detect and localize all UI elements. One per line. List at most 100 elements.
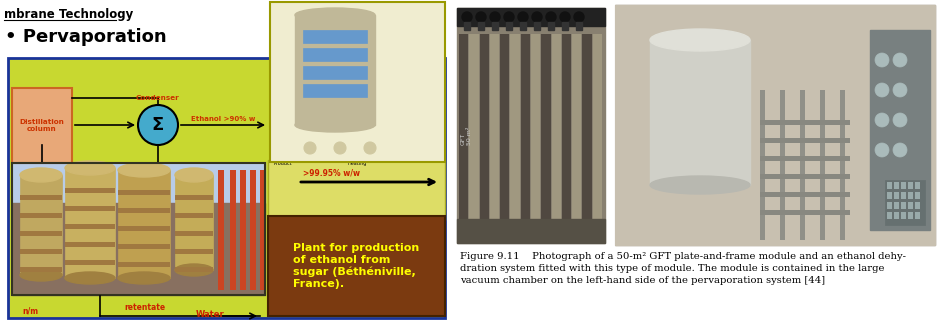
Circle shape (875, 83, 889, 97)
Bar (908, 202, 913, 209)
Circle shape (875, 53, 889, 67)
Bar (572, 34, 581, 219)
Text: n/m: n/m (22, 306, 38, 315)
Bar (870, 30, 930, 230)
Bar (65, 260, 115, 265)
Bar (820, 90, 825, 240)
Bar (840, 90, 845, 240)
Ellipse shape (20, 269, 62, 281)
Bar (464, 22, 470, 30)
Text: Vacuum
Vessel: Vacuum Vessel (422, 59, 443, 71)
Text: • Pervaporation: • Pervaporation (5, 28, 166, 46)
Bar (240, 170, 246, 290)
Bar (780, 90, 785, 240)
Ellipse shape (295, 118, 375, 132)
Bar (118, 208, 170, 213)
Text: Feed: Feed (274, 62, 286, 68)
Bar (562, 34, 571, 219)
Circle shape (334, 142, 346, 154)
Bar (303, 30, 367, 43)
Bar (303, 84, 367, 97)
Bar (175, 267, 213, 272)
Bar (268, 216, 445, 316)
Ellipse shape (65, 161, 115, 175)
Bar (12, 203, 265, 295)
Bar (908, 192, 913, 199)
Bar (20, 175, 62, 275)
Ellipse shape (118, 272, 170, 284)
Bar (908, 212, 913, 219)
Bar (250, 170, 256, 290)
Circle shape (304, 142, 316, 154)
Bar (459, 34, 469, 219)
Text: GFT
50 m²: GFT 50 m² (461, 126, 471, 145)
Bar (521, 34, 530, 219)
Text: Distillation
column: Distillation column (20, 119, 65, 132)
Bar (65, 224, 115, 229)
Bar (175, 231, 213, 236)
Text: mbrane Technology: mbrane Technology (4, 8, 133, 21)
Bar (490, 34, 500, 219)
Bar (887, 202, 892, 209)
Bar (894, 212, 899, 219)
Bar (118, 170, 170, 278)
Bar (20, 213, 62, 218)
Ellipse shape (20, 168, 62, 182)
Ellipse shape (65, 272, 115, 284)
Bar (915, 202, 920, 209)
Ellipse shape (650, 176, 750, 194)
Bar (175, 249, 213, 254)
Text: Dehy-drat.
Product: Dehy-drat. Product (274, 155, 300, 166)
Text: After-Stage
Heating: After-Stage Heating (343, 155, 371, 166)
Bar (260, 170, 266, 290)
Bar (20, 231, 62, 236)
Bar (901, 202, 906, 209)
Ellipse shape (175, 264, 213, 276)
Text: Ethanol >90% w: Ethanol >90% w (191, 116, 255, 122)
Bar (118, 190, 170, 195)
Bar (470, 34, 479, 219)
Bar (915, 182, 920, 189)
Bar (118, 262, 170, 267)
Bar (615, 5, 935, 245)
Text: Pervaporate: Pervaporate (413, 155, 443, 160)
Bar (506, 22, 512, 30)
Bar (295, 15, 375, 125)
Bar (20, 249, 62, 254)
Bar (548, 22, 554, 30)
Circle shape (138, 105, 178, 145)
Bar (218, 170, 224, 290)
Bar (268, 160, 445, 220)
Bar (887, 192, 892, 199)
Circle shape (490, 12, 500, 22)
Bar (500, 34, 510, 219)
Bar (894, 192, 899, 199)
Bar (800, 90, 805, 240)
Bar (303, 66, 367, 79)
Bar (303, 48, 367, 61)
Bar (760, 210, 850, 215)
Circle shape (532, 12, 542, 22)
Bar (511, 34, 519, 219)
Bar (582, 34, 592, 219)
Circle shape (476, 12, 486, 22)
Bar (65, 242, 115, 247)
Circle shape (518, 12, 528, 22)
Circle shape (364, 142, 376, 154)
Bar (65, 206, 115, 211)
Bar (915, 212, 920, 219)
Bar (915, 192, 920, 199)
Bar (551, 34, 561, 219)
Bar (12, 88, 72, 163)
Bar (118, 244, 170, 249)
Bar (455, 0, 939, 325)
Bar (20, 195, 62, 200)
Text: Σ: Σ (152, 116, 164, 134)
Bar (901, 182, 906, 189)
Bar (650, 40, 750, 185)
Circle shape (875, 143, 889, 157)
Bar (901, 212, 906, 219)
Ellipse shape (650, 29, 750, 51)
Bar (760, 174, 850, 179)
Bar (118, 226, 170, 231)
